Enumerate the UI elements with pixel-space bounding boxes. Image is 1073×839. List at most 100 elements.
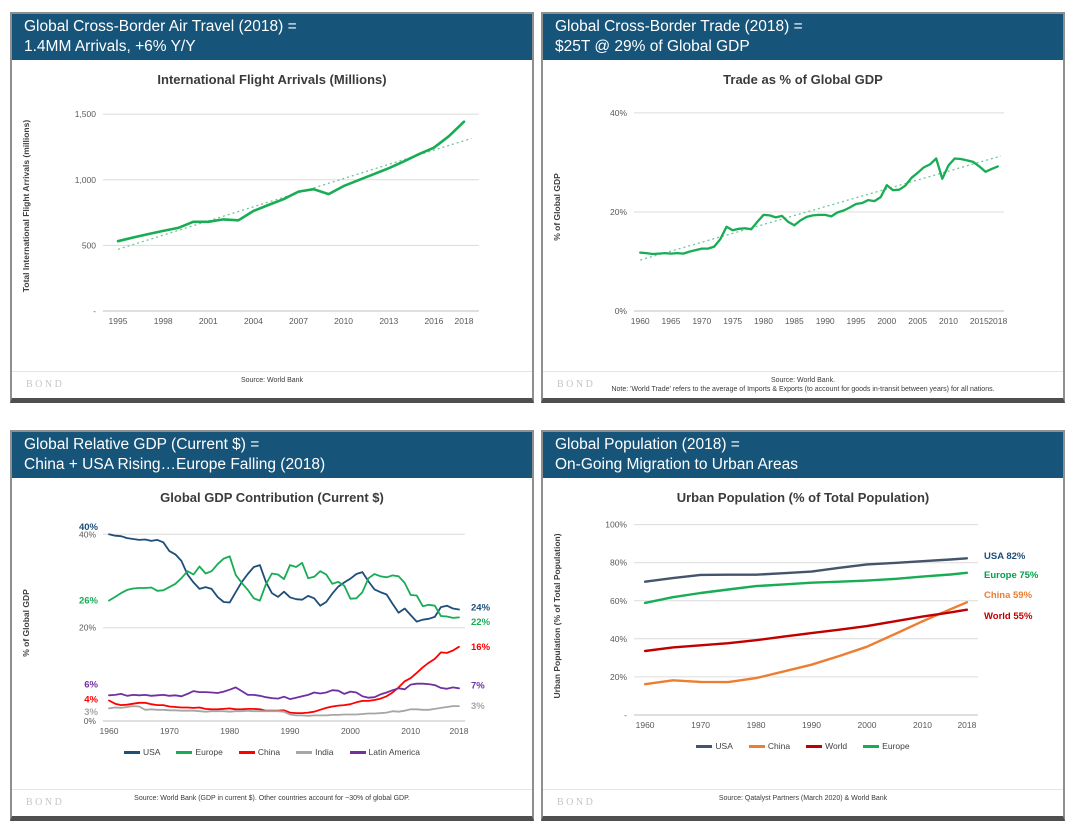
- svg-text:16%: 16%: [471, 642, 491, 653]
- slide-header: Global Cross-Border Trade (2018) = $25T …: [543, 14, 1063, 60]
- svg-text:2000: 2000: [341, 726, 360, 736]
- svg-text:USA 82%: USA 82%: [984, 551, 1026, 562]
- svg-text:2015: 2015: [970, 316, 989, 326]
- legend-item-europe: Europe: [863, 741, 910, 751]
- legend-swatch: [123, 750, 140, 754]
- legend-label: Europe: [882, 741, 910, 751]
- slide-relative-gdp: Global Relative GDP (Current $) = China …: [10, 430, 534, 821]
- svg-text:2000: 2000: [858, 720, 877, 730]
- svg-text:2018: 2018: [988, 316, 1007, 326]
- svg-text:-: -: [93, 306, 96, 316]
- source-block: Source: Qatalyst Partners (March 2020) &…: [598, 794, 1008, 803]
- slide-header-line1: Global Cross-Border Trade (2018) =: [555, 18, 803, 35]
- svg-text:1,000: 1,000: [75, 175, 97, 185]
- svg-text:22%: 22%: [471, 617, 491, 628]
- svg-text:100%: 100%: [605, 520, 627, 530]
- svg-text:2018: 2018: [455, 316, 474, 326]
- svg-text:0%: 0%: [615, 306, 628, 316]
- slide-header-line2: $25T @ 29% of Global GDP: [555, 38, 750, 55]
- slide-header-line1: Global Relative GDP (Current $) =: [24, 436, 260, 453]
- svg-text:1960: 1960: [636, 720, 655, 730]
- chart-title: Urban Population (% of Total Population): [676, 490, 930, 505]
- svg-text:China 59%: China 59%: [984, 590, 1033, 601]
- svg-text:0%: 0%: [84, 716, 97, 726]
- svg-text:2010: 2010: [913, 720, 932, 730]
- svg-text:1998: 1998: [154, 316, 173, 326]
- slide-header-line2: On-Going Migration to Urban Areas: [555, 456, 798, 473]
- svg-text:2013: 2013: [379, 316, 398, 326]
- slide-air-travel: Global Cross-Border Air Travel (2018) = …: [10, 12, 534, 403]
- legend-swatch: [349, 750, 366, 754]
- svg-text:6%: 6%: [84, 680, 98, 691]
- source-block: Source: World Bank. Note: 'World Trade' …: [598, 376, 1008, 394]
- legend-item-latin-america: Latin America: [349, 747, 420, 757]
- svg-text:World 55%: World 55%: [984, 611, 1033, 622]
- svg-text:1990: 1990: [281, 726, 300, 736]
- legend-label: India: [315, 747, 334, 757]
- slide-footer: BOND Source: World Bank. Note: 'World Tr…: [543, 371, 1063, 398]
- svg-text:1970: 1970: [160, 726, 179, 736]
- svg-text:1995: 1995: [109, 316, 128, 326]
- source-text: Source: World Bank.: [770, 377, 836, 384]
- line-chart-urban-population: - 20% 40% 60% 80% 100% 1960 1970 1980 1990 2000 201…: [552, 520, 1039, 730]
- legend-swatch: [238, 750, 255, 754]
- svg-text:2010: 2010: [939, 316, 958, 326]
- chart-area: 0% 20% 40% 1960 1970 1980 1990 2000 2010 2018 % of…: [12, 507, 532, 745]
- legend-swatch: [296, 750, 313, 754]
- svg-text:1970: 1970: [692, 316, 711, 326]
- legend-label: China: [767, 741, 791, 751]
- source-text: Source: World Bank: [240, 377, 304, 384]
- svg-text:1960: 1960: [100, 726, 119, 736]
- slide-header-line2: 1.4MM Arrivals, +6% Y/Y: [24, 38, 196, 55]
- svg-text:2018: 2018: [957, 720, 976, 730]
- legend-swatch: [176, 750, 193, 754]
- slide-header-line1: Global Cross-Border Air Travel (2018) =: [24, 18, 297, 35]
- svg-text:40%: 40%: [79, 529, 96, 539]
- slide-grid: Global Cross-Border Air Travel (2018) = …: [10, 12, 1065, 821]
- svg-text:20%: 20%: [610, 672, 627, 682]
- legend-label: USA: [142, 747, 161, 757]
- svg-text:-: -: [624, 710, 627, 720]
- chart-area: - 500 1,000 1,500 1995 1998 2001 2004 2007 2010 20…: [12, 89, 532, 337]
- slide-header: Global Cross-Border Air Travel (2018) = …: [12, 14, 532, 60]
- slide-footer: BOND Source: World Bank: [12, 371, 532, 398]
- legend-label: World: [825, 741, 848, 751]
- svg-text:26%: 26%: [79, 596, 99, 607]
- legend-swatch: [806, 744, 823, 748]
- chart-title: International Flight Arrivals (Millions): [157, 72, 387, 87]
- slide-footer: BOND Source: World Bank (GDP in current …: [12, 789, 532, 816]
- svg-text:1985: 1985: [785, 316, 804, 326]
- bond-logo: BOND: [26, 797, 65, 808]
- bond-logo: BOND: [26, 379, 65, 390]
- svg-text:20%: 20%: [79, 623, 96, 633]
- legend-swatch: [863, 744, 880, 748]
- slide-header: Global Population (2018) = On-Going Migr…: [543, 432, 1063, 478]
- svg-text:1,500: 1,500: [75, 109, 97, 119]
- svg-text:40%: 40%: [610, 634, 627, 644]
- slide-header-line1: Global Population (2018) =: [555, 436, 740, 453]
- source-block: Source: World Bank: [67, 376, 477, 385]
- legend-item-usa: USA: [696, 741, 733, 751]
- bond-logo: BOND: [557, 379, 596, 390]
- svg-text:2018: 2018: [450, 726, 469, 736]
- svg-text:60%: 60%: [610, 596, 627, 606]
- svg-text:1980: 1980: [220, 726, 239, 736]
- legend-label: China: [257, 747, 281, 757]
- line-chart-gdp-contribution: 0% 20% 40% 1960 1970 1980 1990 2000 2010 2018 % of…: [21, 522, 491, 736]
- svg-text:2010: 2010: [334, 316, 353, 326]
- svg-text:1990: 1990: [802, 720, 821, 730]
- svg-text:2005: 2005: [908, 316, 927, 326]
- svg-text:80%: 80%: [610, 558, 627, 568]
- svg-text:% of Global GDP: % of Global GDP: [552, 173, 562, 241]
- svg-text:40%: 40%: [610, 108, 627, 118]
- chart-legend: USA Europe China India Latin America: [12, 745, 532, 759]
- svg-text:2010: 2010: [401, 726, 420, 736]
- svg-text:500: 500: [82, 240, 96, 250]
- slide-cross-border-trade: Global Cross-Border Trade (2018) = $25T …: [541, 12, 1065, 403]
- slide-urban-population: Global Population (2018) = On-Going Migr…: [541, 430, 1065, 821]
- svg-text:1980: 1980: [747, 720, 766, 730]
- source-text: Source: World Bank (GDP in current $). O…: [134, 795, 410, 802]
- svg-text:3%: 3%: [471, 701, 485, 712]
- legend-swatch: [696, 744, 713, 748]
- legend-item-china: China: [238, 747, 281, 757]
